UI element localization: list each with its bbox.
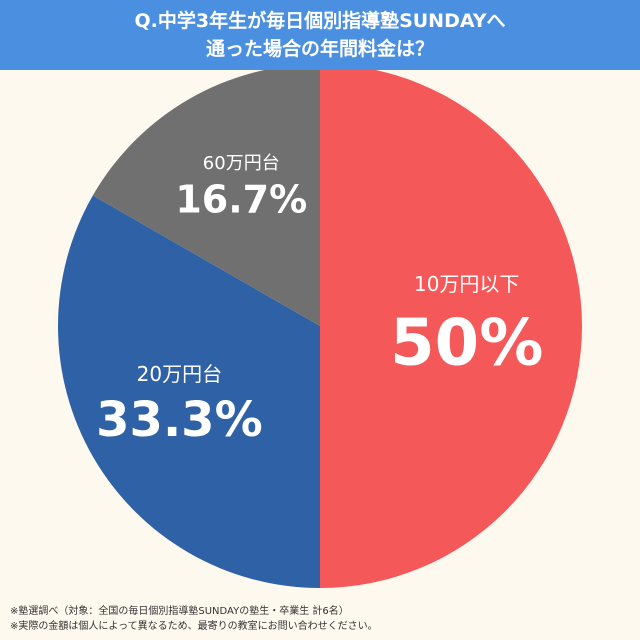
slice-percent-label: 33.3% bbox=[96, 392, 263, 448]
slice-percent-label: 16.7% bbox=[175, 178, 307, 222]
slice-category-label: 20万円台 bbox=[137, 362, 222, 386]
pie-slice bbox=[92, 70, 320, 326]
chart-title-banner: Q.中学3年生が毎日個別指導塾SUNDAYへ 通った場合の年間料金は？ bbox=[0, 0, 640, 70]
slice-percent-label: 50% bbox=[390, 306, 543, 380]
footnotes: ※塾選調べ（対象：全国の毎日個別指導塾SUNDAYの塾生・卒業生 計6名） ※実… bbox=[10, 604, 634, 634]
footnote-disclaimer: ※実際の金額は個人によって異なるため、最寄りの教室にお問い合わせください。 bbox=[10, 621, 378, 632]
pie-slice bbox=[57, 195, 321, 588]
chart-title-line-2: 通った場合の年間料金は？ bbox=[205, 38, 434, 60]
slice-category-label: 10万円以下 bbox=[414, 272, 519, 296]
pie-slice bbox=[320, 70, 582, 588]
slice-category-label: 60万円台 bbox=[203, 153, 280, 174]
footnote-survey-source: ※塾選調べ（対象：全国の毎日個別指導塾SUNDAYの塾生・卒業生 計6名） bbox=[10, 606, 349, 617]
chart-title-line-1: Q.中学3年生が毎日個別指導塾SUNDAYへ bbox=[134, 10, 506, 32]
pie-chart: 10万円以下 50% 20万円台 33.3% 60万円台 16.7% bbox=[57, 70, 582, 588]
